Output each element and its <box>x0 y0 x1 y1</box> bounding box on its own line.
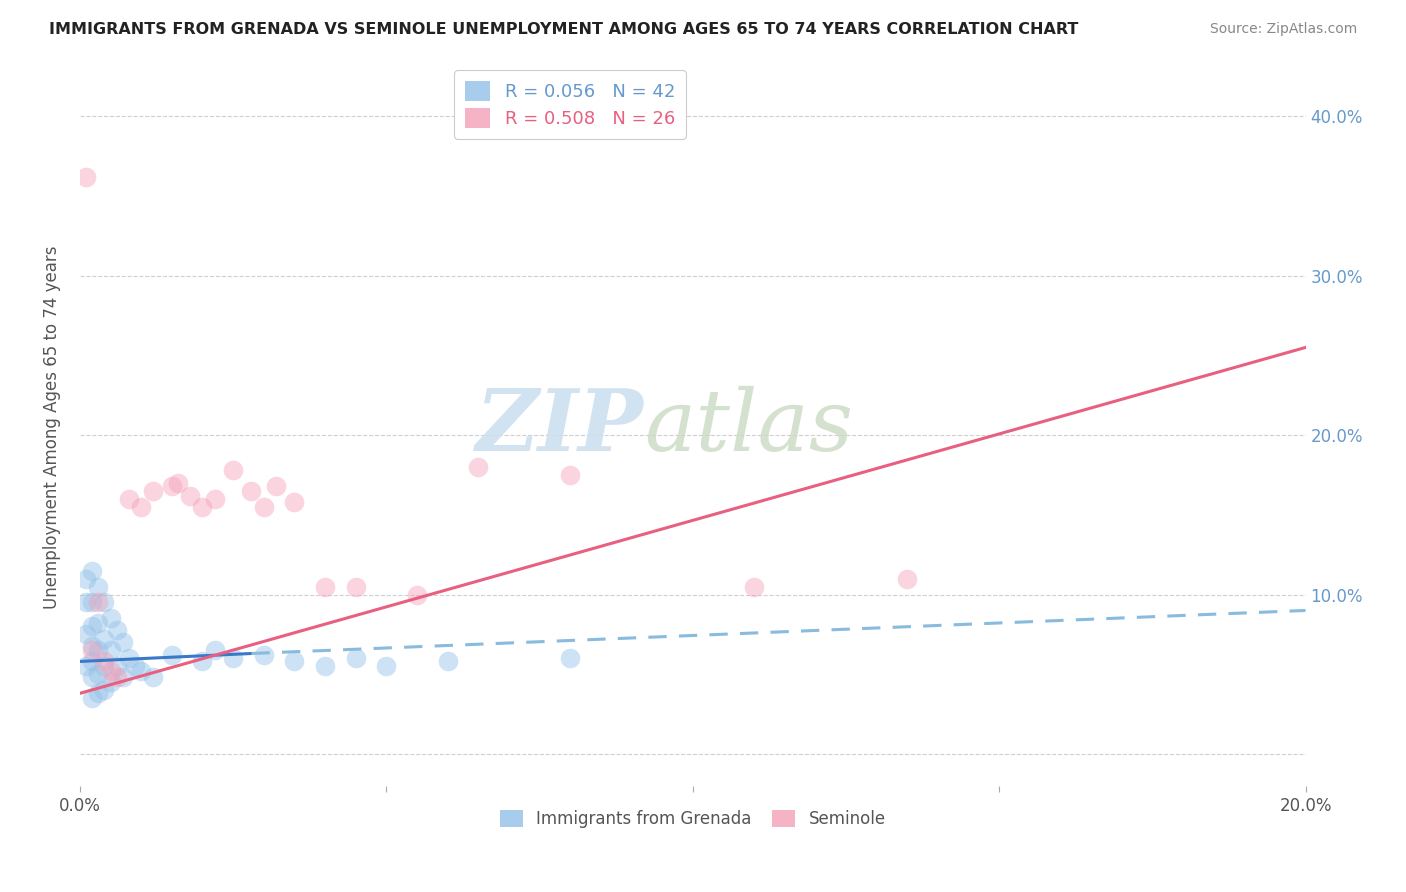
Point <box>82 639 104 653</box>
Point <box>75 572 97 586</box>
Point <box>467 460 489 475</box>
Point <box>87 686 110 700</box>
Point <box>253 648 276 662</box>
Point <box>82 595 104 609</box>
Point <box>129 664 152 678</box>
Point <box>100 643 122 657</box>
Point <box>75 659 97 673</box>
Text: atlas: atlas <box>644 386 853 468</box>
Point <box>264 479 287 493</box>
Point <box>75 627 97 641</box>
Text: Source: ZipAtlas.com: Source: ZipAtlas.com <box>1209 22 1357 37</box>
Y-axis label: Unemployment Among Ages 65 to 74 years: Unemployment Among Ages 65 to 74 years <box>44 245 60 609</box>
Text: ZIP: ZIP <box>475 385 644 469</box>
Point <box>204 491 226 506</box>
Point <box>283 655 305 669</box>
Point <box>100 675 122 690</box>
Point <box>82 564 104 578</box>
Point <box>82 643 104 657</box>
Point <box>191 655 214 669</box>
Point <box>87 643 110 657</box>
Point <box>124 659 146 673</box>
Point <box>82 619 104 633</box>
Point <box>93 595 115 609</box>
Point <box>75 169 97 184</box>
Point <box>111 670 134 684</box>
Point <box>344 580 367 594</box>
Point <box>314 659 336 673</box>
Point <box>100 664 122 678</box>
Point <box>253 500 276 514</box>
Point <box>240 483 263 498</box>
Point <box>82 670 104 684</box>
Point <box>100 611 122 625</box>
Point <box>406 587 429 601</box>
Point <box>87 580 110 594</box>
Point <box>87 667 110 681</box>
Point <box>167 475 190 490</box>
Point <box>118 491 141 506</box>
Point <box>222 463 245 477</box>
Point <box>558 467 581 482</box>
Point <box>87 595 110 609</box>
Point <box>93 683 115 698</box>
Point <box>375 659 398 673</box>
Point <box>191 500 214 514</box>
Point <box>105 623 128 637</box>
Point <box>105 670 128 684</box>
Point <box>82 655 104 669</box>
Point <box>160 479 183 493</box>
Point <box>142 670 165 684</box>
Point <box>283 495 305 509</box>
Point <box>896 572 918 586</box>
Point <box>87 616 110 631</box>
Point <box>179 489 201 503</box>
Legend: Immigrants from Grenada, Seminole: Immigrants from Grenada, Seminole <box>494 804 893 835</box>
Point <box>75 595 97 609</box>
Point <box>82 691 104 706</box>
Point <box>160 648 183 662</box>
Point <box>204 643 226 657</box>
Point <box>344 651 367 665</box>
Point <box>314 580 336 594</box>
Point <box>742 580 765 594</box>
Point <box>558 651 581 665</box>
Point <box>142 483 165 498</box>
Point <box>93 632 115 647</box>
Point <box>111 635 134 649</box>
Point <box>129 500 152 514</box>
Point <box>93 655 115 669</box>
Point <box>436 655 458 669</box>
Point <box>118 651 141 665</box>
Point <box>93 659 115 673</box>
Point <box>222 651 245 665</box>
Text: IMMIGRANTS FROM GRENADA VS SEMINOLE UNEMPLOYMENT AMONG AGES 65 TO 74 YEARS CORRE: IMMIGRANTS FROM GRENADA VS SEMINOLE UNEM… <box>49 22 1078 37</box>
Point <box>105 659 128 673</box>
